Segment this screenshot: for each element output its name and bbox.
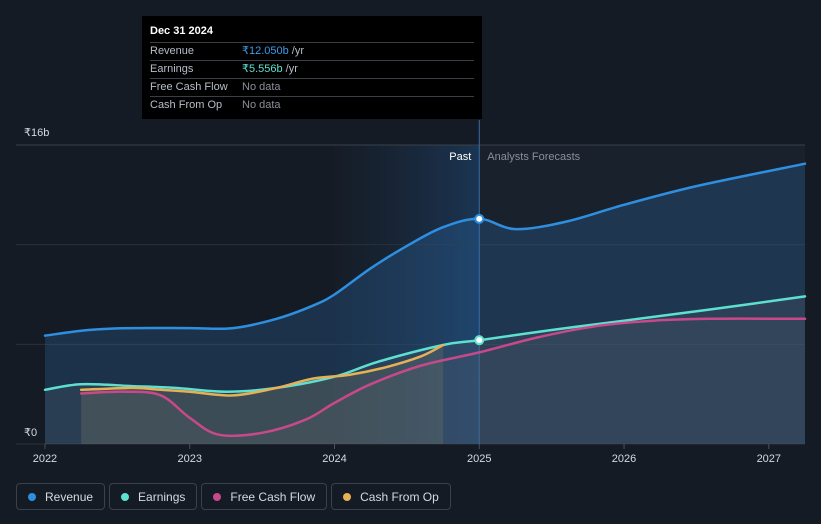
legend-item-revenue[interactable]: Revenue bbox=[16, 483, 106, 510]
tooltip-unit: /yr bbox=[285, 63, 298, 75]
tooltip-label: Free Cash Flow bbox=[150, 81, 228, 93]
series-line-revenue bbox=[43, 162, 807, 337]
legend-label: Free Cash Flow bbox=[230, 489, 316, 504]
forecast-region bbox=[479, 145, 805, 444]
tooltip-row-fcf: Free Cash Flow No data bbox=[150, 78, 474, 96]
series-line-cash-from-op bbox=[79, 343, 445, 397]
tooltip-label: Cash From Op bbox=[150, 99, 223, 111]
y-tick-label: ₹0 bbox=[24, 427, 37, 439]
x-tick-label: 2022 bbox=[33, 453, 57, 465]
legend-item-cash-from-op[interactable]: Cash From Op bbox=[331, 483, 451, 510]
tooltip-row-earnings: Earnings ₹5.556b/yr bbox=[150, 60, 474, 78]
tooltip-date: Dec 31 2024 bbox=[150, 25, 213, 37]
x-tick-label: 2026 bbox=[612, 453, 636, 465]
x-tick-label: 2025 bbox=[467, 453, 491, 465]
x-tick-label: 2027 bbox=[757, 453, 781, 465]
y-tick-label: ₹16b bbox=[24, 127, 49, 139]
legend-dot bbox=[28, 492, 36, 501]
tooltip-label: Earnings bbox=[150, 63, 194, 75]
series-area-revenue bbox=[45, 163, 805, 444]
tooltip: Dec 31 2024 Revenue ₹12.050b/yr Earnings… bbox=[142, 16, 482, 119]
tooltip-row-revenue: Revenue ₹12.050b/yr bbox=[150, 42, 474, 60]
x-tick-label: 2023 bbox=[177, 453, 201, 465]
series-area-cash-from-op bbox=[81, 345, 444, 444]
forecast-label: Analysts Forecasts bbox=[487, 151, 580, 163]
series-area-free-cash-flow bbox=[81, 318, 806, 444]
legend-item-earnings[interactable]: Earnings bbox=[109, 483, 198, 510]
series-line-earnings bbox=[43, 295, 807, 393]
tooltip-value: No data bbox=[242, 99, 281, 111]
tooltip-label: Revenue bbox=[150, 45, 195, 57]
series-marker-revenue bbox=[474, 213, 485, 224]
series-marker-earnings bbox=[474, 335, 485, 346]
legend-dot bbox=[213, 492, 222, 501]
tooltip-value: No data bbox=[242, 81, 281, 93]
tooltip-row-cfo: Cash From Op No data bbox=[150, 96, 474, 114]
legend-item-free-cash-flow[interactable]: Free Cash Flow bbox=[201, 483, 328, 510]
past-label: Past bbox=[449, 151, 471, 163]
tooltip-value: ₹12.050b bbox=[242, 45, 289, 57]
series-area-earnings bbox=[45, 296, 805, 444]
series-line-free-cash-flow bbox=[79, 317, 807, 438]
past-region bbox=[334, 145, 480, 444]
legend-label: Revenue bbox=[45, 489, 94, 504]
x-tick-label: 2024 bbox=[322, 453, 346, 465]
legend-dot bbox=[121, 492, 130, 501]
legend: Revenue Earnings Free Cash Flow Cash Fro… bbox=[16, 483, 451, 510]
legend-label: Cash From Op bbox=[360, 489, 439, 504]
legend-label: Earnings bbox=[138, 489, 186, 504]
legend-dot bbox=[343, 492, 352, 501]
tooltip-unit: /yr bbox=[291, 45, 304, 57]
tooltip-value: ₹5.556b bbox=[242, 63, 283, 75]
